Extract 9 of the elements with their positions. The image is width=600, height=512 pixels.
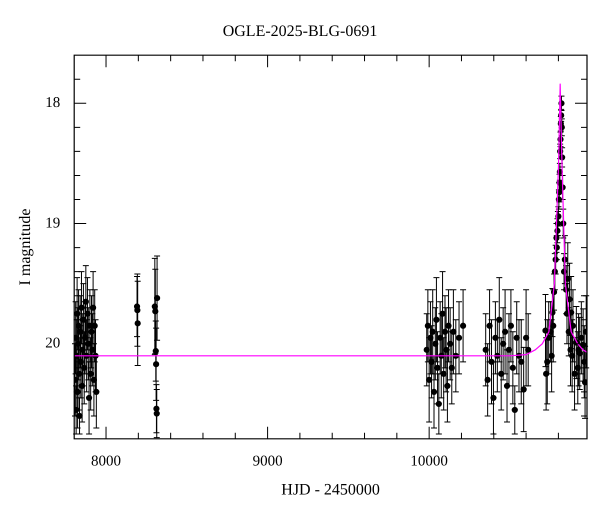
y-tick-label: 19 xyxy=(45,215,60,232)
y-axis-title: I magnitude xyxy=(16,208,34,286)
chart-title: OGLE-2025-BLG-0691 xyxy=(222,22,378,40)
x-axis-title: HJD - 2450000 xyxy=(281,482,380,499)
x-tick-label: 10000 xyxy=(410,454,448,470)
y-tick-label: 20 xyxy=(45,336,60,352)
y-tick-label: 18 xyxy=(45,95,60,112)
x-tick-label: 8000 xyxy=(91,454,122,470)
x-tick-label: 9000 xyxy=(252,454,283,470)
